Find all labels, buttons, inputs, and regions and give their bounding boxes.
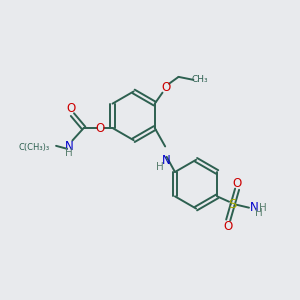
Text: H: H xyxy=(255,208,263,218)
Text: O: O xyxy=(224,220,233,232)
Text: O: O xyxy=(95,122,105,134)
Text: O: O xyxy=(161,81,171,94)
Text: N: N xyxy=(250,201,258,214)
Text: H: H xyxy=(259,203,267,213)
Text: H: H xyxy=(156,162,164,172)
Text: O: O xyxy=(66,102,76,115)
Text: S: S xyxy=(228,198,237,211)
Text: N: N xyxy=(64,140,73,153)
Text: C(CH₃)₃: C(CH₃)₃ xyxy=(18,143,50,152)
Text: O: O xyxy=(232,177,242,190)
Text: CH₃: CH₃ xyxy=(192,75,208,84)
Text: H: H xyxy=(65,148,73,158)
Text: N: N xyxy=(162,154,171,167)
